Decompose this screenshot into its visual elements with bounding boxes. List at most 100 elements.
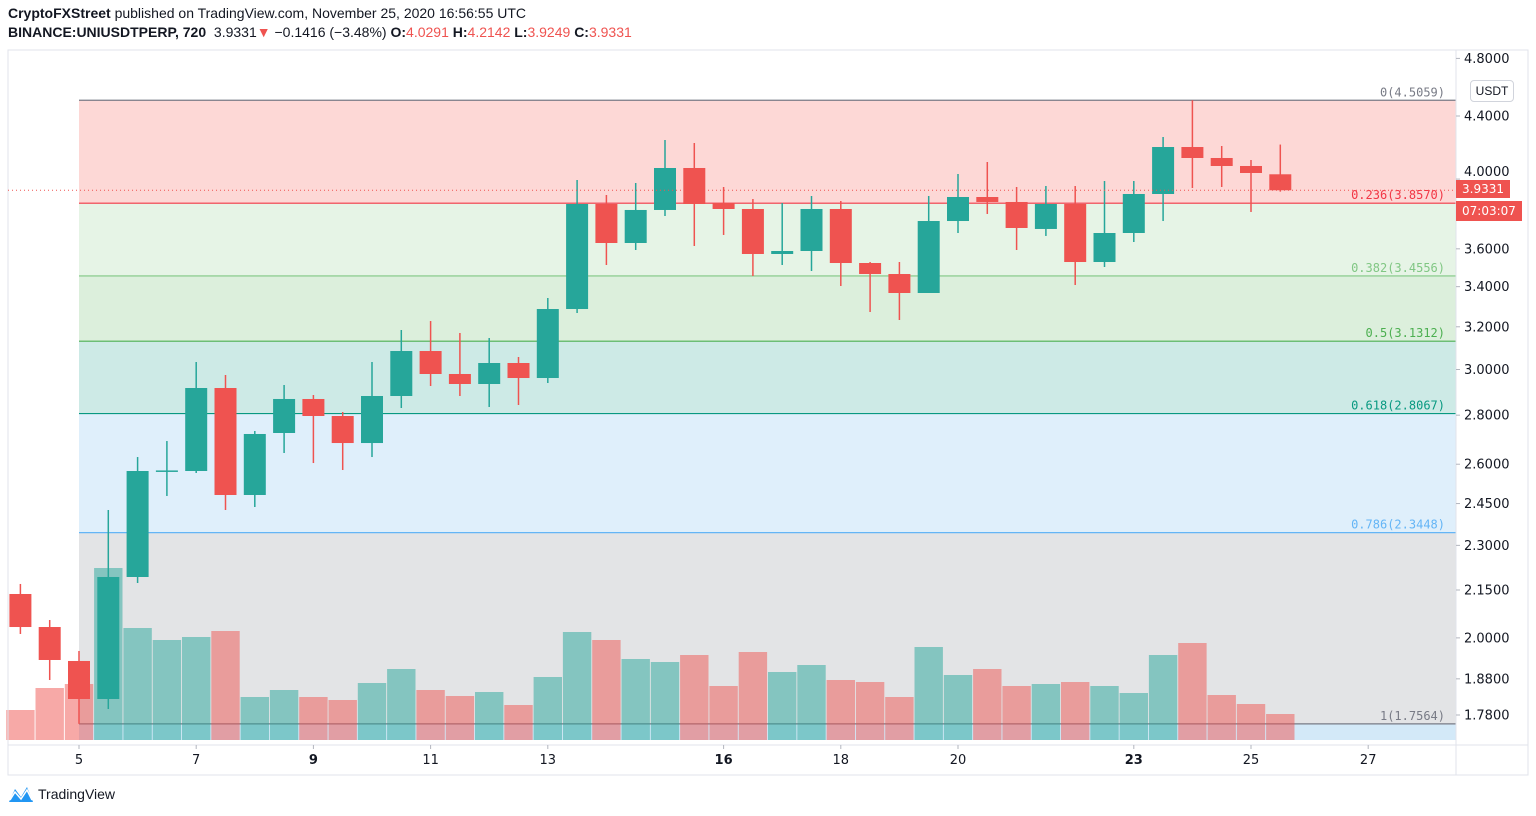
volume-bar: [475, 692, 504, 740]
candle: [947, 173, 969, 234]
symbol-legend: BINANCE:UNIUSDTPERP, 720 3.9331▼ −0.1416…: [8, 24, 632, 40]
fib-level-label: 0.382(3.4556): [1351, 261, 1445, 275]
candle-body: [1152, 147, 1175, 194]
candle: [1240, 160, 1262, 212]
candle: [800, 195, 823, 271]
volume-bar: [445, 696, 475, 740]
candle-body: [68, 660, 90, 699]
candle-body: [331, 415, 354, 444]
candle: [566, 179, 589, 314]
last-price-tag: 3.9331: [1456, 180, 1510, 198]
volume-bar: [855, 682, 885, 740]
candle-body: [185, 388, 208, 472]
candle: [126, 457, 149, 583]
price-tick-label: 1.7800: [1464, 709, 1510, 724]
candle: [9, 583, 32, 634]
low-value: 3.9249: [527, 24, 571, 40]
volume-bar: [240, 697, 269, 740]
tradingview-logo[interactable]: TradingView: [8, 785, 115, 803]
candle-body: [624, 209, 647, 244]
last-price: 3.9331: [213, 24, 257, 40]
time-tick-label: 5: [75, 753, 83, 768]
time-tick-label: 7: [192, 753, 200, 768]
volume-bar: [416, 690, 445, 740]
time-tick-label: 11: [422, 753, 439, 768]
candle: [1093, 180, 1116, 267]
candle: [419, 321, 442, 387]
candle: [243, 431, 266, 507]
high-label: H:: [452, 24, 468, 40]
volume-bar: [1207, 695, 1236, 740]
price-tick-label: 4.4000: [1464, 110, 1510, 125]
volume-bar: [1178, 643, 1207, 740]
candle-body: [478, 363, 501, 385]
candle: [976, 161, 999, 214]
candle-body: [361, 395, 383, 444]
volume-bar: [562, 632, 592, 740]
price-tick-label: 2.8000: [1464, 409, 1510, 424]
currency-button[interactable]: USDT: [1470, 80, 1514, 102]
volume-bar: [152, 640, 182, 740]
volume-bar: [182, 637, 211, 740]
open-value: 4.0291: [406, 24, 449, 40]
volume-bar: [35, 688, 64, 740]
price-tick-label: 3.4000: [1464, 280, 1510, 295]
volume-bar: [768, 672, 797, 740]
candle-body: [214, 388, 237, 495]
down-arrow-icon: ▼: [256, 24, 271, 40]
price-axis[interactable]: 4.8000 4.4000 4.0000 3.6000 3.4000 3.2000 3.00…: [1455, 50, 1510, 775]
candle-body: [419, 351, 442, 374]
candle: [917, 195, 940, 293]
candle-body: [1122, 193, 1145, 234]
time-tick-label: 16: [715, 753, 733, 768]
candle: [302, 394, 325, 464]
volume-bar: [826, 680, 855, 740]
time-axis[interactable]: 5 7 9 11 13 16 18 20 23 25 27: [8, 744, 1528, 768]
author-name[interactable]: CryptoFXStreet: [8, 5, 111, 21]
candle-body: [1064, 203, 1087, 263]
candle-body: [155, 470, 178, 472]
candle-body: [947, 196, 969, 222]
candle-body: [1181, 147, 1204, 158]
candle: [1034, 186, 1057, 236]
candle: [595, 194, 618, 265]
fib-level-label: 0.786(2.3448): [1351, 518, 1445, 532]
volume-bar: [885, 697, 914, 740]
candle: [829, 200, 852, 286]
fibonacci-retracement[interactable]: 0(4.5059) 0.236(3.8570) 0.382(3.4556) 0.5(3…: [79, 85, 1456, 740]
chart-frame: [7, 49, 1529, 776]
volume-bar: [533, 677, 562, 740]
volume-bar: [592, 640, 621, 740]
fib-level-label: 0.618(2.8067): [1351, 399, 1445, 413]
candle: [536, 298, 559, 384]
candle: [1210, 146, 1233, 188]
candle-body: [1093, 233, 1116, 263]
candle-body: [1034, 203, 1057, 229]
high-value: 4.2142: [467, 24, 511, 40]
open-label: O:: [390, 24, 407, 40]
candle: [390, 329, 413, 408]
candle: [507, 357, 530, 405]
candle-body: [976, 196, 999, 202]
candle-body: [741, 208, 764, 254]
candle: [1122, 180, 1145, 243]
volume-bar: [504, 705, 533, 740]
price-tick-label: 1.8800: [1464, 672, 1510, 687]
volume-bar: [6, 710, 35, 740]
candle-body: [859, 263, 882, 275]
candle: [185, 361, 208, 474]
candle-body: [595, 203, 618, 244]
candle-body: [273, 398, 296, 433]
publish-text: published on TradingView.com, November 2…: [114, 5, 527, 21]
candle-body: [1240, 165, 1262, 173]
time-tick-label: 18: [833, 753, 850, 768]
volume-bar: [1148, 655, 1178, 740]
volume-bar: [1090, 686, 1119, 740]
price-tick-label: 2.6000: [1464, 458, 1510, 473]
candle: [38, 619, 61, 680]
candle-body: [566, 203, 589, 310]
low-label: L:: [514, 24, 528, 40]
time-tick-label: 20: [950, 753, 967, 768]
volume-bar: [328, 700, 357, 740]
